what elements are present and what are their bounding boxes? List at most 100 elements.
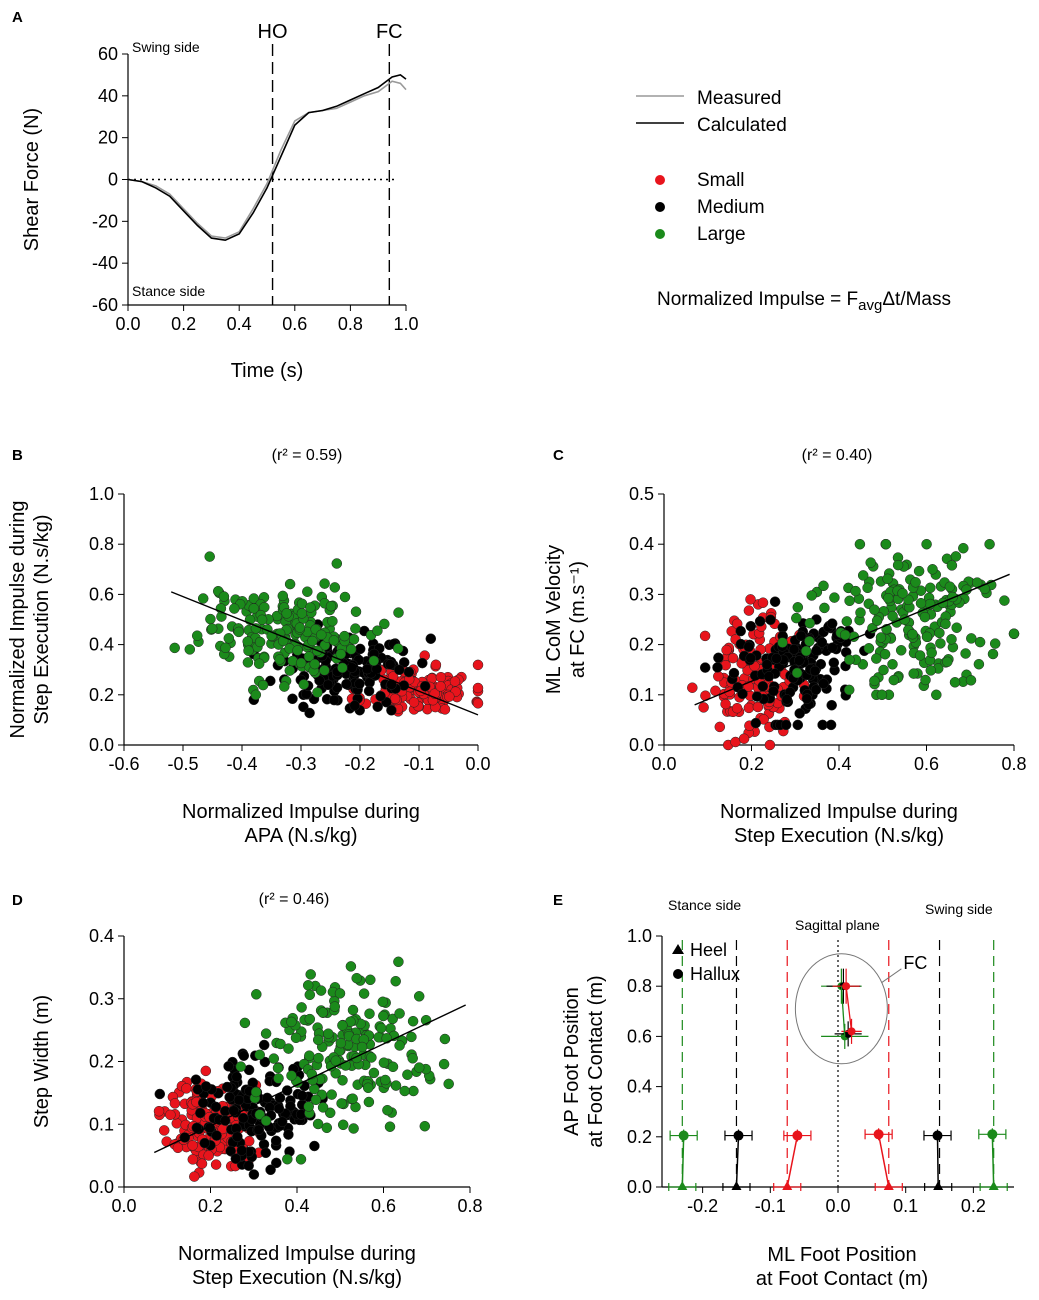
data-point-large (330, 1055, 342, 1066)
data-point-large (250, 689, 262, 701)
data-point-medium (304, 707, 315, 719)
y-tick-label: 0.4 (629, 534, 654, 554)
legend-medium-dot (655, 202, 665, 212)
data-point-large (347, 1004, 359, 1016)
data-point-large (364, 1008, 375, 1019)
data-point-small (449, 676, 461, 687)
x-axis-label: Time (s) (231, 360, 304, 382)
data-point-large (895, 645, 907, 656)
y-tick-label: 0.2 (629, 635, 654, 655)
data-point-medium (769, 596, 781, 607)
data-point-large (335, 648, 347, 660)
data-point-large (935, 638, 946, 649)
fc-ellipse (794, 953, 888, 1065)
data-point-large (1008, 628, 1020, 639)
formula-suffix: Δt/Mass (882, 289, 951, 310)
data-point-large (323, 1028, 334, 1039)
data-point-medium (386, 705, 397, 716)
data-point-large (304, 989, 316, 1001)
x-tick-label: 0.6 (282, 314, 307, 334)
data-point-small (472, 682, 484, 694)
legend-small-label: Small (697, 170, 745, 191)
data-point-medium (195, 1107, 206, 1119)
x-tick-label: 0.0 (465, 754, 490, 774)
data-point-large (413, 1062, 425, 1073)
data-point-large (942, 656, 953, 668)
data-point-large (792, 602, 804, 613)
data-point-large (806, 590, 817, 601)
data-point-medium (238, 1050, 250, 1061)
hallux-marker-large (678, 1130, 689, 1141)
y-tick-label: 0.8 (89, 534, 114, 554)
data-point-medium (765, 614, 776, 626)
data-point-large (876, 689, 888, 701)
heel-marker-medium (731, 1181, 742, 1190)
x-tick-label: 0.0 (651, 754, 676, 774)
y-tick-label: 0.6 (89, 584, 114, 604)
data-point-large (921, 538, 932, 550)
panel-letter: E (553, 892, 563, 909)
data-point-large (292, 645, 303, 656)
data-point-medium (809, 665, 821, 677)
data-point-large (843, 684, 855, 696)
y-tick-label: 1.0 (89, 484, 114, 504)
data-point-medium (285, 1100, 296, 1112)
y-tick-label: 60 (98, 44, 118, 64)
legend-large-dot (655, 229, 665, 239)
data-point-large (378, 1010, 389, 1022)
panel-letter: D (12, 892, 23, 909)
data-point-medium (815, 658, 827, 670)
data-point-small (738, 733, 750, 744)
data-point-large (878, 664, 889, 676)
y-tick-label: 0.5 (629, 484, 654, 504)
heel-marker-small (782, 1181, 793, 1190)
y-tick-label: 0.8 (627, 976, 652, 996)
data-point-small (196, 1158, 208, 1169)
data-point-large (319, 578, 330, 589)
hallux-marker-legend (673, 969, 683, 979)
fc-label: FC (903, 953, 927, 973)
data-point-large (336, 1098, 347, 1109)
data-point-large (351, 972, 362, 984)
data-point-large (337, 1075, 348, 1086)
data-point-medium (341, 678, 352, 690)
y-tick-label: 0.0 (629, 735, 654, 755)
legend-medium-label: Medium (697, 197, 765, 218)
data-point-small (203, 1150, 214, 1161)
data-point-medium (243, 1160, 254, 1171)
data-point-large (282, 1153, 293, 1165)
data-point-large (218, 591, 230, 602)
data-point-large (290, 1032, 302, 1044)
data-point-large (908, 668, 919, 679)
data-point-large (296, 608, 308, 619)
data-point-large (883, 592, 894, 604)
data-point-large (850, 585, 861, 597)
y-tick-label: 0.2 (627, 1127, 652, 1147)
data-point-large (880, 538, 892, 550)
data-point-medium (232, 1131, 243, 1143)
data-point-large (393, 956, 404, 968)
data-point-large (248, 603, 260, 614)
data-point-large (882, 573, 893, 585)
data-point-large (984, 538, 995, 550)
x-axis-label: Step Execution (N.s/kg) (192, 1267, 402, 1289)
data-point-medium (750, 717, 762, 729)
data-point-large (239, 1017, 251, 1029)
data-point-large (375, 1022, 387, 1034)
legend-large-label: Large (697, 224, 746, 245)
data-point-small (699, 630, 711, 642)
data-point-small (713, 671, 724, 682)
data-point-large (869, 604, 880, 615)
data-point-small (435, 681, 446, 692)
data-point-medium (816, 637, 828, 648)
formula-prefix: Normalized Impulse = F (657, 289, 858, 310)
x-axis-label: Normalized Impulse during (182, 801, 420, 823)
legend-small-dot (655, 175, 665, 185)
data-point-large (940, 618, 951, 630)
formula-sub: avg (858, 297, 882, 314)
y-axis-label: Step Width (m) (31, 995, 53, 1128)
x-axis-label: Step Execution (N.s/kg) (734, 825, 944, 847)
data-point-large (242, 657, 254, 668)
data-point-large (926, 647, 937, 659)
x-tick-label: 1.0 (393, 314, 418, 334)
